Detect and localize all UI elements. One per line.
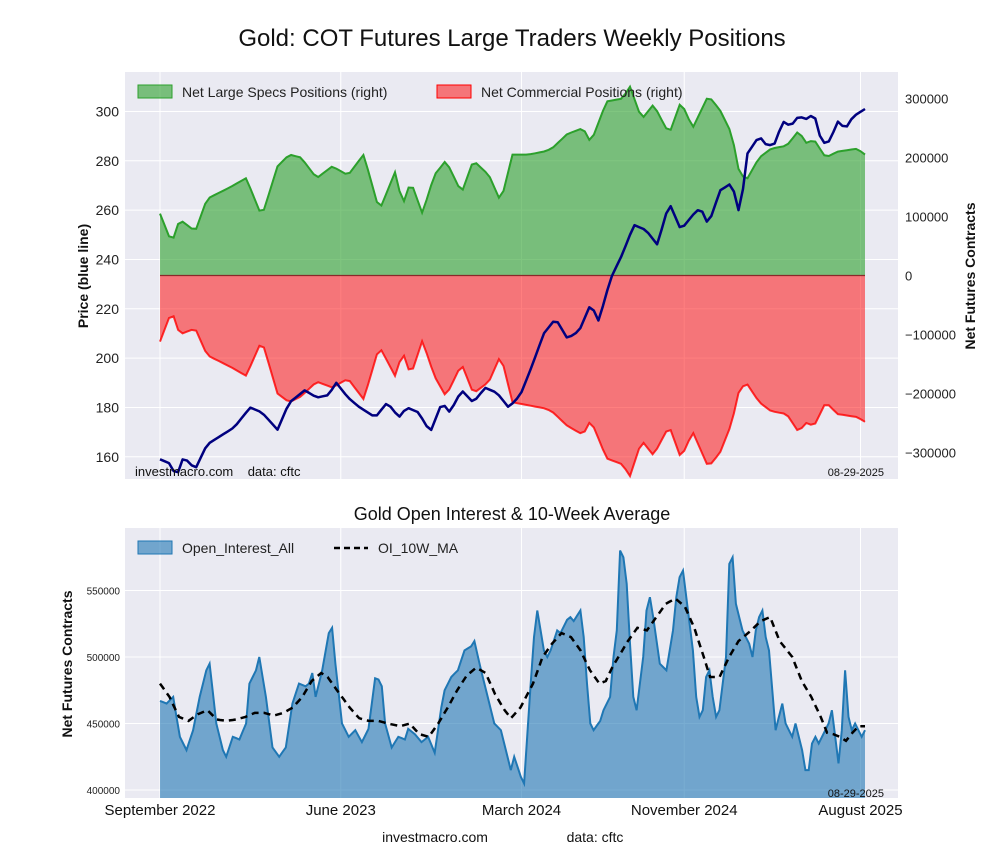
left-tick-label: 280 <box>96 153 120 169</box>
right-tick-label: 200000 <box>905 151 948 166</box>
left-tick-label: 240 <box>96 251 120 267</box>
footer-site: investmacro.com <box>382 829 488 845</box>
legend-label-oi: Open_Interest_All <box>182 540 294 556</box>
top-right-axis-label: Net Futures Contracts <box>962 202 978 349</box>
bottom-panel: Gold Open Interest & 10-Week Average 400… <box>59 504 903 819</box>
top-right-ticks: −300000 −200000 −100000 0 100000 200000 300000 <box>905 92 956 461</box>
bottom-axis-label: Net Futures Contracts <box>59 590 75 737</box>
legend-label-commercials: Net Commercial Positions (right) <box>481 84 683 100</box>
bottom-y-tick-label: 400000 <box>87 786 121 797</box>
left-tick-label: 180 <box>96 399 120 415</box>
bottom-legend: Open_Interest_All OI_10W_MA <box>137 540 459 556</box>
price-line <box>159 107 866 474</box>
right-tick-label: −300000 <box>905 445 956 460</box>
bottom-x-ticks: September 2022 June 2023 March 2024 Novembe… <box>105 802 903 819</box>
left-tick-label: 160 <box>96 449 120 465</box>
specs-area <box>160 86 865 276</box>
right-tick-label: 0 <box>905 269 912 284</box>
legend-swatch-oi <box>137 540 173 555</box>
top-watermark: investmacro.com data: cftc <box>135 464 301 479</box>
bottom-date-label: 08-29-2025 <box>828 788 884 800</box>
x-tick-label: September 2022 <box>105 802 216 819</box>
bottom-y-ticks: 400000 450000 500000 550000 <box>87 587 121 798</box>
right-tick-label: −100000 <box>905 327 956 342</box>
left-tick-label: 200 <box>96 350 120 366</box>
right-tick-label: 300000 <box>905 92 948 107</box>
legend-label-ma: OI_10W_MA <box>378 540 459 556</box>
legend-label-specs: Net Large Specs Positions (right) <box>182 84 387 100</box>
top-left-axis-label: Price (blue line) <box>75 224 91 328</box>
legend-swatch-specs <box>137 84 173 99</box>
legend-swatch-commercials <box>436 84 472 99</box>
bottom-y-tick-label: 550000 <box>87 587 121 598</box>
top-left-ticks: 160 180 200 220 240 260 280 300 <box>96 103 120 464</box>
bottom-series <box>158 550 866 798</box>
right-tick-label: −200000 <box>905 386 956 401</box>
bottom-y-tick-label: 450000 <box>87 720 121 731</box>
left-tick-label: 300 <box>96 103 120 119</box>
x-tick-label: August 2025 <box>818 802 902 819</box>
top-legend: Net Large Specs Positions (right) Net Co… <box>137 84 683 100</box>
figure-title: Gold: COT Futures Large Traders Weekly P… <box>238 25 785 52</box>
top-date-label: 08-29-2025 <box>828 467 884 479</box>
specs-line <box>159 84 866 239</box>
x-tick-label: June 2023 <box>306 802 376 819</box>
left-tick-label: 220 <box>96 301 120 317</box>
ma-line <box>158 596 865 743</box>
right-tick-label: 100000 <box>905 210 948 225</box>
bottom-title: Gold Open Interest & 10-Week Average <box>354 504 671 524</box>
left-tick-label: 260 <box>96 202 120 218</box>
x-tick-label: November 2024 <box>631 802 738 819</box>
bottom-y-tick-label: 500000 <box>87 653 121 664</box>
x-tick-label: March 2024 <box>482 802 561 819</box>
oi-area <box>160 550 865 798</box>
top-series <box>159 84 866 479</box>
footer-data: data: cftc <box>567 829 624 845</box>
commercials-area <box>160 275 865 477</box>
oi-line <box>159 550 866 788</box>
